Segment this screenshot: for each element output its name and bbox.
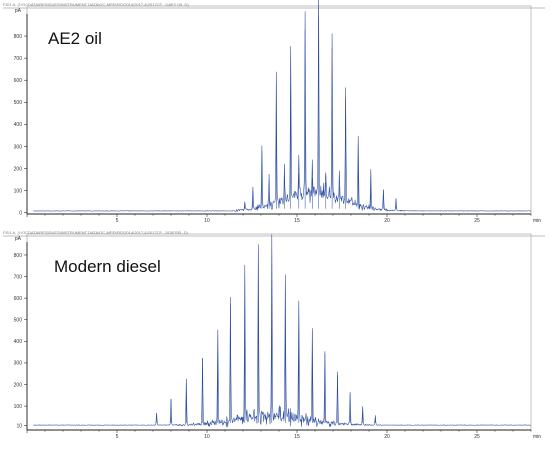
y-tick-label: 800 [14, 253, 23, 259]
y-tick-label: 700 [14, 274, 23, 280]
y-tick-label: 800 [14, 34, 23, 40]
chromatogram-trace [33, 234, 532, 428]
x-tick-label: 5 [116, 218, 119, 224]
y-unit-label: pA [15, 236, 22, 242]
y-tick-label: 200 [14, 382, 23, 388]
chromatogram-panel-1: FID1 A, (I:\GCDATA\RESIDUES\INSTRUMENT D… [3, 0, 545, 224]
y-tick-label: 500 [14, 100, 23, 106]
panel-title: AE2 oil [48, 29, 102, 48]
y-tick-label: 100 [14, 188, 23, 194]
panel-title: Modern diesel [54, 257, 161, 276]
x-tick-label: 10 [204, 434, 210, 440]
x-tick-label: 20 [384, 218, 390, 224]
y-tick-label: 10 [16, 423, 22, 429]
chromatogram-header: FID1 A, (I:\GCDATA\RESIDUES\INSTRUMENT D… [3, 230, 188, 235]
x-tick-label: 15 [294, 434, 300, 440]
y-tick-label: 200 [14, 166, 23, 172]
x-tick-label: 20 [384, 434, 390, 440]
y-unit-label: pA [15, 8, 22, 14]
x-tick-label: 5 [116, 434, 119, 440]
y-tick-label: 300 [14, 144, 23, 150]
y-tick-label: 600 [14, 78, 23, 84]
y-tick-label: 400 [14, 339, 23, 345]
y-tick-label: 100 [14, 404, 23, 410]
y-tick-label: 700 [14, 56, 23, 62]
y-tick-label: 500 [14, 318, 23, 324]
x-unit-label: min [533, 434, 541, 440]
y-tick-label: 600 [14, 296, 23, 302]
x-tick-label: 25 [474, 218, 480, 224]
y-tick-label: 300 [14, 361, 23, 367]
chromatogram-panel-2: FID1 A, (I:\GCDATA\RESIDUES\INSTRUMENT D… [3, 230, 545, 440]
x-tick-label: 15 [294, 218, 300, 224]
chromatogram-trace [33, 0, 531, 212]
chromatogram-header: FID1 A, (I:\GCDATA\RESIDUES\INSTRUMENT D… [3, 2, 189, 7]
x-tick-label: 10 [204, 218, 210, 224]
y-tick-label: 0 [19, 210, 22, 216]
x-unit-label: min [533, 218, 541, 224]
plot-frame [26, 5, 532, 215]
y-tick-label: 400 [14, 122, 23, 128]
x-tick-label: 25 [474, 434, 480, 440]
